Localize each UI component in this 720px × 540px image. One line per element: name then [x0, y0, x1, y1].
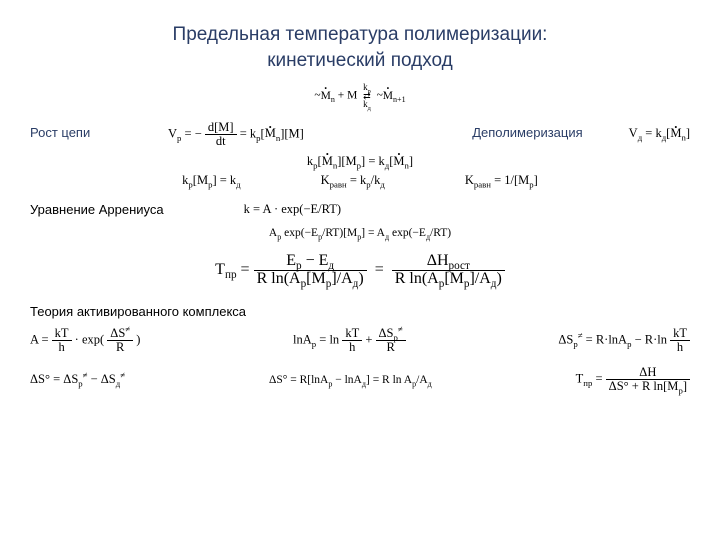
eq-A-preexp: A = kTh · exp( ΔS≠R )	[30, 327, 140, 354]
label-depolymerization: Деполимеризация	[472, 125, 582, 140]
label-arrhenius: Уравнение Аррениуса	[30, 202, 164, 217]
eq-Tpr: Tпр = Ep − Eд R ln(Ap[Mp]/Aд) = ΔHрост R…	[30, 253, 690, 288]
eq-arrhenius: k = A · exp(−E/RT)	[244, 202, 341, 217]
slide-title: Предельная температура полимеризации: ки…	[30, 22, 690, 73]
eq-balance-1: kp[Mn][Mp] = kд[Mn]	[30, 154, 690, 169]
label-chain-growth: Рост цепи	[30, 125, 140, 140]
eq-Tpr-final-num: ΔH	[606, 366, 690, 379]
eq-growth-rate: Vp = − d[M]dt = kp[Mn][M]	[168, 121, 304, 148]
eq-Tpr-den1: R ln(Ap[Mp]/Aд)	[254, 270, 367, 288]
eq-arrhenius-expanded: Ap exp(−Ep/RT)[Mp] = Aд exp(−Eд/RT)	[30, 227, 690, 239]
title-line-1: Предельная температура полимеризации:	[173, 24, 548, 45]
title-line-2: кинетический подход	[267, 50, 453, 71]
eq-Tpr-num2: ΔHрост	[392, 253, 505, 270]
eq-dSp: ΔSp≠ = R·lnAp − R·ln kTh	[558, 327, 690, 354]
label-activated-complex: Теория активированного комплекса	[30, 304, 690, 319]
eq-dS0-parts: ΔS° = ΔSp≠ − ΔSд≠	[30, 372, 125, 387]
eq-Kequil-M: Kравн = 1/[Mp]	[465, 173, 538, 188]
slide: Предельная температура полимеризации: ки…	[0, 0, 720, 540]
eq-balance-2: kp[Mp] = kд	[182, 173, 240, 188]
eq-Tpr-final-den: ΔS° + R ln[Mp]	[606, 379, 690, 393]
eq-dS0-R: ΔS° = R[lnAp − lnAд] = R ln Ap/Aд	[269, 374, 432, 386]
eq-Tpr-final: Tпр = ΔH ΔS° + R ln[Mp]	[576, 366, 690, 393]
eq-Tpr-num1: Ep − Eд	[254, 253, 367, 270]
reaction-scheme: ~Mn + M kp⇄kд ~Mn+1	[30, 83, 690, 109]
eq-Kequil: Kравн = kp/kд	[321, 173, 385, 188]
eq-Tpr-den2: R ln(Ap[Mp]/Aд)	[392, 270, 505, 288]
eq-depol-rate: Vд = kд[Mn]	[629, 126, 690, 141]
eq-lnAp: lnAp = ln kTh + ΔSp≠R	[293, 327, 406, 354]
